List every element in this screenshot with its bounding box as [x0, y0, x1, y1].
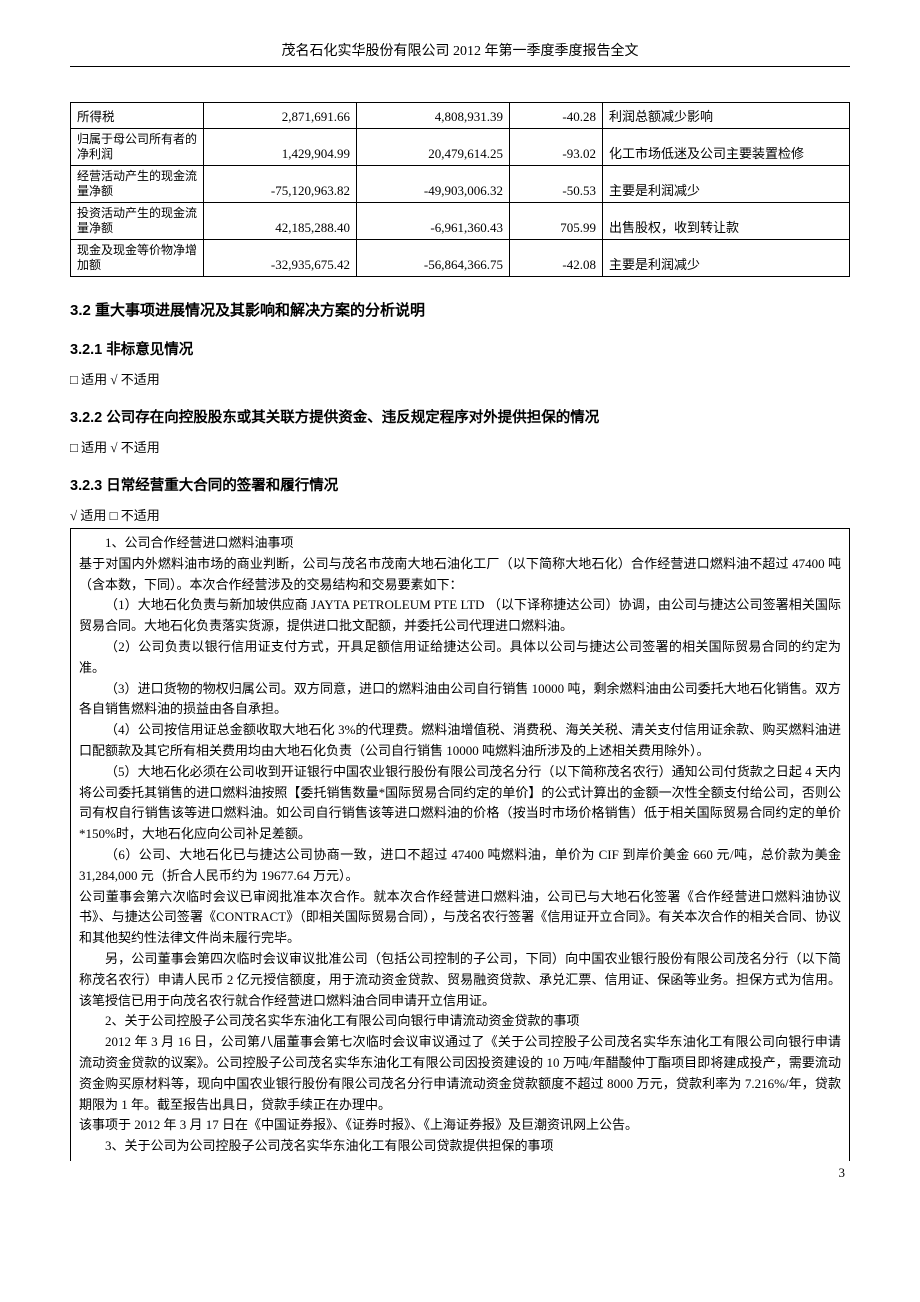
row-pct-change: -42.08: [510, 240, 603, 277]
row-pct-change: -50.53: [510, 166, 603, 203]
row-label: 经营活动产生的现金流量净额: [71, 166, 204, 203]
section-3-2-2-heading: 3.2.2 公司存在向控股股东或其关联方提供资金、违反规定程序对外提供担保的情况: [70, 406, 850, 427]
row-note: 主要是利润减少: [603, 240, 850, 277]
row-value-current: 1,429,904.99: [204, 129, 357, 166]
page-number: 3: [839, 1165, 846, 1181]
body-p4: （2）公司负责以银行信用证支付方式，开具足额信用证给捷达公司。具体以公司与捷达公…: [79, 637, 841, 679]
body-p3: （1）大地石化负责与新加坡供应商 JAYTA PETROLEUM PTE LTD…: [79, 595, 841, 637]
row-pct-change: -40.28: [510, 103, 603, 129]
body-p13: 该事项于 2012 年 3 月 17 日在《中国证券报》、《证券时报》、《上海证…: [79, 1115, 841, 1136]
body-p8: （6）公司、大地石化已与捷达公司协商一致，进口不超过 47400 吨燃料油，单价…: [79, 845, 841, 887]
table-row: 经营活动产生的现金流量净额-75,120,963.82-49,903,006.3…: [71, 166, 850, 203]
row-note: 出售股权，收到转让款: [603, 203, 850, 240]
section-3-2-3-heading: 3.2.3 日常经营重大合同的签署和履行情况: [70, 474, 850, 495]
applicable-check-322: □ 适用 √ 不适用: [70, 437, 850, 456]
table-row: 投资活动产生的现金流量净额42,185,288.40-6,961,360.437…: [71, 203, 850, 240]
body-p1: 1、公司合作经营进口燃料油事项: [79, 533, 841, 554]
row-value-current: -32,935,675.42: [204, 240, 357, 277]
row-value-current: 2,871,691.66: [204, 103, 357, 129]
table-row: 归属于母公司所有者的净利润1,429,904.9920,479,614.25-9…: [71, 129, 850, 166]
body-p2: 基于对国内外燃料油市场的商业判断，公司与茂名市茂南大地石油化工厂（以下简称大地石…: [79, 554, 841, 596]
table-row: 所得税2,871,691.664,808,931.39-40.28利润总额减少影…: [71, 103, 850, 129]
table-row: 现金及现金等价物净增加额-32,935,675.42-56,864,366.75…: [71, 240, 850, 277]
applicable-check-321: □ 适用 √ 不适用: [70, 369, 850, 388]
row-pct-change: 705.99: [510, 203, 603, 240]
body-p10: 另，公司董事会第四次临时会议审议批准公司（包括公司控制的子公司，下同）向中国农业…: [79, 949, 841, 1011]
row-label: 所得税: [71, 103, 204, 129]
row-label: 归属于母公司所有者的净利润: [71, 129, 204, 166]
document-page: 茂名石化实华股份有限公司 2012 年第一季度季度报告全文 所得税2,871,6…: [0, 0, 920, 1201]
row-label: 现金及现金等价物净增加额: [71, 240, 204, 277]
body-p14: 3、关于公司为公司控股子公司茂名实华东油化工有限公司贷款提供担保的事项: [79, 1136, 841, 1157]
row-note: 化工市场低迷及公司主要装置检修: [603, 129, 850, 166]
row-value-current: 42,185,288.40: [204, 203, 357, 240]
contract-details-box: 1、公司合作经营进口燃料油事项 基于对国内外燃料油市场的商业判断，公司与茂名市茂…: [70, 528, 850, 1161]
body-p12: 2012 年 3 月 16 日，公司第八届董事会第七次临时会议审议通过了《关于公…: [79, 1032, 841, 1115]
row-value-prior: -56,864,366.75: [357, 240, 510, 277]
row-value-prior: 4,808,931.39: [357, 103, 510, 129]
row-note: 主要是利润减少: [603, 166, 850, 203]
financial-table: 所得税2,871,691.664,808,931.39-40.28利润总额减少影…: [70, 102, 850, 277]
row-value-prior: -49,903,006.32: [357, 166, 510, 203]
body-p7: （5）大地石化必须在公司收到开证银行中国农业银行股份有限公司茂名分行（以下简称茂…: [79, 762, 841, 845]
section-3-2-1-heading: 3.2.1 非标意见情况: [70, 338, 850, 359]
row-note: 利润总额减少影响: [603, 103, 850, 129]
row-value-current: -75,120,963.82: [204, 166, 357, 203]
row-value-prior: -6,961,360.43: [357, 203, 510, 240]
applicable-check-323: √ 适用 □ 不适用: [70, 505, 850, 524]
body-p6: （4）公司按信用证总金额收取大地石化 3%的代理费。燃料油增值税、消费税、海关关…: [79, 720, 841, 762]
body-p9: 公司董事会第六次临时会议已审阅批准本次合作。就本次合作经营进口燃料油，公司已与大…: [79, 887, 841, 949]
row-value-prior: 20,479,614.25: [357, 129, 510, 166]
row-label: 投资活动产生的现金流量净额: [71, 203, 204, 240]
body-p11: 2、关于公司控股子公司茂名实华东油化工有限公司向银行申请流动资金贷款的事项: [79, 1011, 841, 1032]
financial-table-body: 所得税2,871,691.664,808,931.39-40.28利润总额减少影…: [71, 103, 850, 277]
body-p5: （3）进口货物的物权归属公司。双方同意，进口的燃料油由公司自行销售 10000 …: [79, 679, 841, 721]
row-pct-change: -93.02: [510, 129, 603, 166]
page-header-title: 茂名石化实华股份有限公司 2012 年第一季度季度报告全文: [70, 40, 850, 67]
section-3-2-heading: 3.2 重大事项进展情况及其影响和解决方案的分析说明: [70, 299, 850, 320]
